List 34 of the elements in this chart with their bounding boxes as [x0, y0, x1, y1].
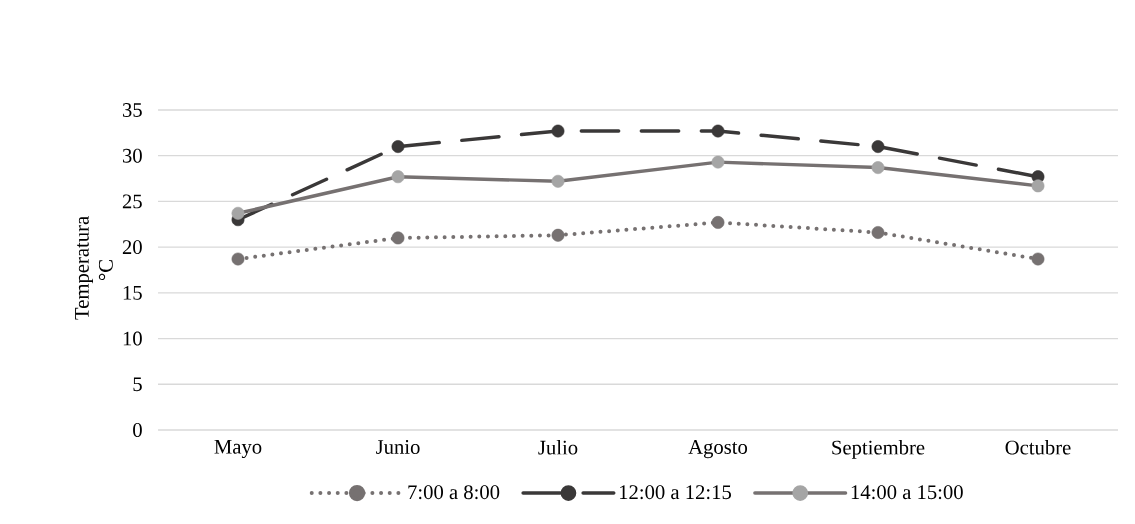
- point: [391, 231, 405, 245]
- point: [231, 252, 245, 266]
- point: [551, 124, 565, 138]
- point: [711, 216, 725, 229]
- point: [231, 206, 245, 220]
- point: [711, 124, 725, 138]
- point: [711, 155, 725, 169]
- legend-label: 12:00 a 12:15: [619, 485, 731, 500]
- point: [871, 161, 885, 174]
- y-tick-label: 35: [122, 103, 142, 117]
- legend-label: 7:00 a 8:00: [408, 485, 500, 500]
- x-tick-label: Agosto: [688, 440, 748, 459]
- x-tick-label: Septiembre: [832, 440, 925, 459]
- point: [871, 140, 885, 153]
- y-tick-label: 30: [122, 148, 142, 163]
- y-tick-label: 0: [133, 423, 142, 437]
- legend-label: 14:00 a 15:00: [851, 485, 963, 500]
- y-tick-label: 10: [123, 331, 142, 346]
- x-tick-label: Julio: [538, 440, 578, 455]
- y-axis-title: Temperatura °C: [75, 216, 113, 320]
- point: [391, 140, 405, 153]
- x-tick-label: Octubre: [1005, 440, 1071, 455]
- point: [551, 174, 565, 188]
- point: [1031, 179, 1045, 193]
- point: [391, 170, 405, 184]
- x-tick-label: Mayo: [214, 440, 262, 459]
- y-tick-label: 15: [123, 285, 142, 300]
- y-tick-label: 5: [133, 377, 142, 392]
- point: [871, 226, 885, 239]
- y-tick-label: 25: [122, 194, 142, 209]
- x-tick-label: Junio: [376, 440, 420, 454]
- y-tick-label: 20: [122, 240, 142, 255]
- point: [551, 228, 565, 242]
- point: [1031, 252, 1045, 266]
